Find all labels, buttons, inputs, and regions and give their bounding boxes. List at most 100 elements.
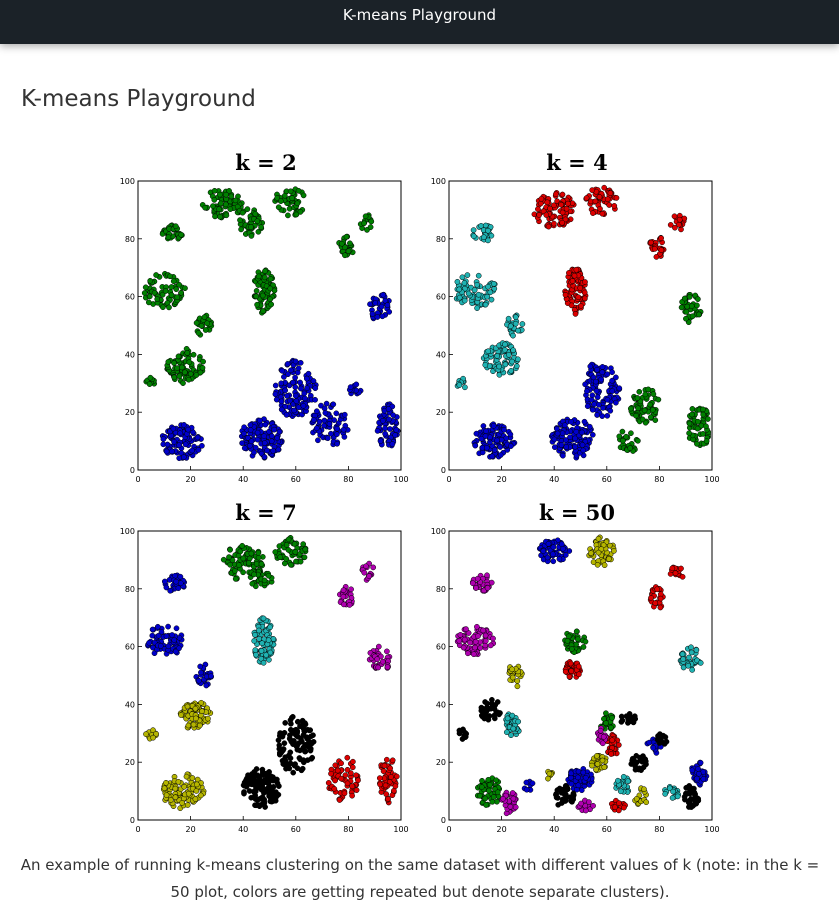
x-tick-label: 80 [343, 475, 353, 484]
data-points [141, 186, 401, 462]
data-point [241, 445, 248, 451]
data-point [176, 442, 182, 449]
data-point [648, 595, 654, 601]
data-point [656, 740, 663, 746]
data-point [155, 632, 162, 639]
data-point [461, 280, 468, 286]
data-point [482, 638, 489, 644]
data-point [460, 726, 466, 733]
data-point [595, 401, 602, 408]
data-point [582, 279, 588, 285]
data-point [689, 411, 695, 418]
data-point [478, 435, 485, 442]
data-point [508, 367, 514, 374]
data-point [367, 301, 373, 308]
data-point [474, 623, 480, 630]
data-point [203, 682, 210, 689]
data-point [193, 715, 199, 722]
y-tick-label: 60 [125, 293, 135, 302]
data-point [163, 584, 170, 591]
data-point [193, 372, 200, 378]
data-point [653, 254, 660, 260]
data-point [472, 442, 479, 449]
data-point [173, 625, 180, 632]
data-point [220, 556, 227, 563]
data-point [584, 388, 590, 395]
y-tick-label: 100 [120, 177, 135, 186]
data-point [603, 720, 609, 726]
data-point [190, 721, 197, 728]
data-point [278, 406, 285, 413]
data-point [277, 554, 284, 561]
data-point [635, 405, 641, 412]
data-point [232, 197, 239, 204]
data-point [340, 426, 347, 433]
data-point [641, 407, 648, 414]
data-point [515, 327, 521, 334]
data-point [198, 322, 205, 329]
data-point [641, 786, 647, 793]
data-point [390, 412, 396, 418]
data-point [295, 404, 302, 411]
data-point [192, 796, 199, 802]
data-point [244, 206, 251, 212]
data-point [510, 795, 517, 802]
data-point [349, 764, 356, 771]
data-point [161, 785, 168, 792]
x-tick-label: 0 [446, 475, 451, 484]
data-point [252, 632, 258, 638]
data-point [153, 272, 159, 278]
data-point [647, 414, 654, 421]
data-point [547, 205, 553, 212]
data-point [563, 444, 570, 450]
data-point [578, 303, 584, 309]
data-point [227, 206, 234, 212]
chart-title: k = 4 [546, 150, 608, 175]
data-point [473, 585, 479, 591]
data-point [487, 289, 494, 296]
data-point [482, 699, 488, 705]
data-point [694, 302, 700, 309]
data-point [621, 804, 627, 811]
data-point [593, 387, 600, 394]
data-point [463, 626, 469, 632]
data-point [667, 222, 674, 228]
data-point [298, 385, 304, 392]
data-point [301, 728, 308, 734]
data-point [291, 762, 298, 769]
data-point [471, 287, 478, 293]
data-point [239, 542, 246, 549]
data-point [695, 766, 701, 772]
data-point [275, 737, 282, 744]
data-point [583, 195, 590, 201]
data-point [633, 759, 640, 766]
data-point [334, 425, 341, 432]
data-point [597, 727, 604, 734]
x-tick-label: 100 [704, 475, 719, 484]
data-point [595, 535, 602, 542]
data-point [251, 571, 257, 578]
data-point [475, 291, 482, 298]
data-point [313, 425, 320, 432]
data-point [631, 713, 638, 720]
data-point [173, 578, 179, 585]
data-point [355, 777, 361, 784]
data-point [654, 586, 661, 593]
data-point [477, 645, 484, 651]
data-point [182, 441, 189, 448]
data-point [332, 762, 339, 769]
data-point [266, 656, 272, 663]
data-point [695, 296, 701, 302]
data-point [611, 203, 618, 209]
data-points [454, 534, 710, 817]
data-point [251, 449, 257, 456]
x-tick-label: 60 [602, 825, 612, 834]
y-tick-label: 80 [125, 585, 135, 594]
data-point [283, 412, 290, 418]
data-point [515, 718, 522, 725]
data-point [289, 195, 295, 201]
data-point [199, 364, 206, 371]
data-point [566, 673, 573, 680]
data-point [372, 300, 379, 306]
data-point [294, 729, 300, 735]
